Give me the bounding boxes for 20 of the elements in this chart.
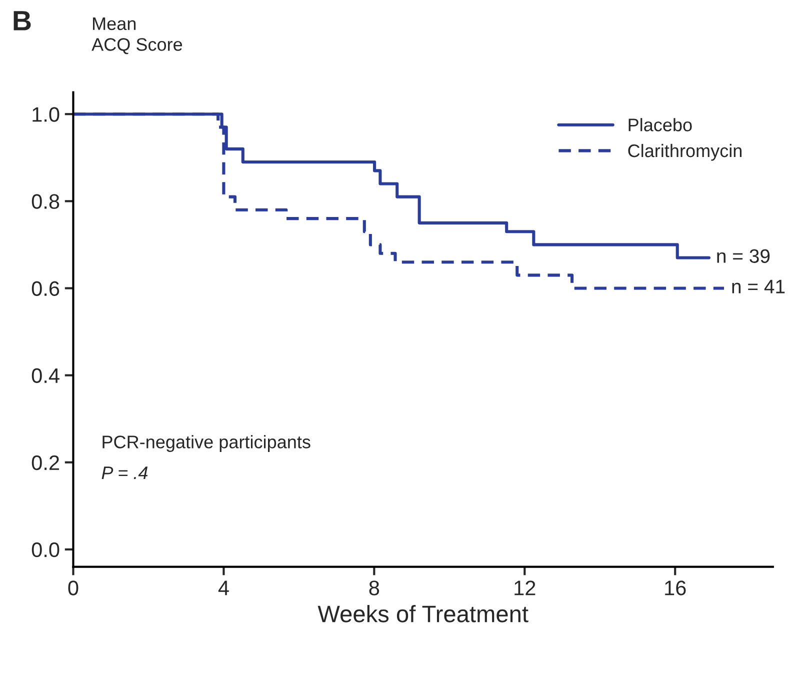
annotation: n = 41 xyxy=(732,280,785,294)
annotation: PCR-negative participants xyxy=(102,435,310,452)
x-tick-label: 4 xyxy=(218,580,229,596)
x-axis-title: Weeks of Treatment xyxy=(318,605,528,622)
legend-label: Placebo xyxy=(628,118,692,132)
x-tick-label: 12 xyxy=(514,580,536,596)
x-tick-label: 16 xyxy=(665,580,686,596)
legend-label: Clarithromycin xyxy=(628,144,742,161)
y-tick-label: 1.0 xyxy=(32,107,60,122)
annotation: P = .4 xyxy=(102,466,148,480)
chart-title: B xyxy=(14,11,31,30)
x-tick-label: 8 xyxy=(369,580,380,596)
y-tick-label: 0.6 xyxy=(32,281,60,296)
y-tick-label: 0.0 xyxy=(32,542,60,558)
y-tick-label: 0.4 xyxy=(32,368,60,384)
x-tick-label: 0 xyxy=(68,580,78,596)
y-axis-title: Mean ACQ Score xyxy=(92,18,182,54)
y-tick-label: 0.8 xyxy=(32,194,60,209)
y-tick-label: 0.2 xyxy=(32,455,59,470)
annotation: n = 39 xyxy=(717,249,770,263)
